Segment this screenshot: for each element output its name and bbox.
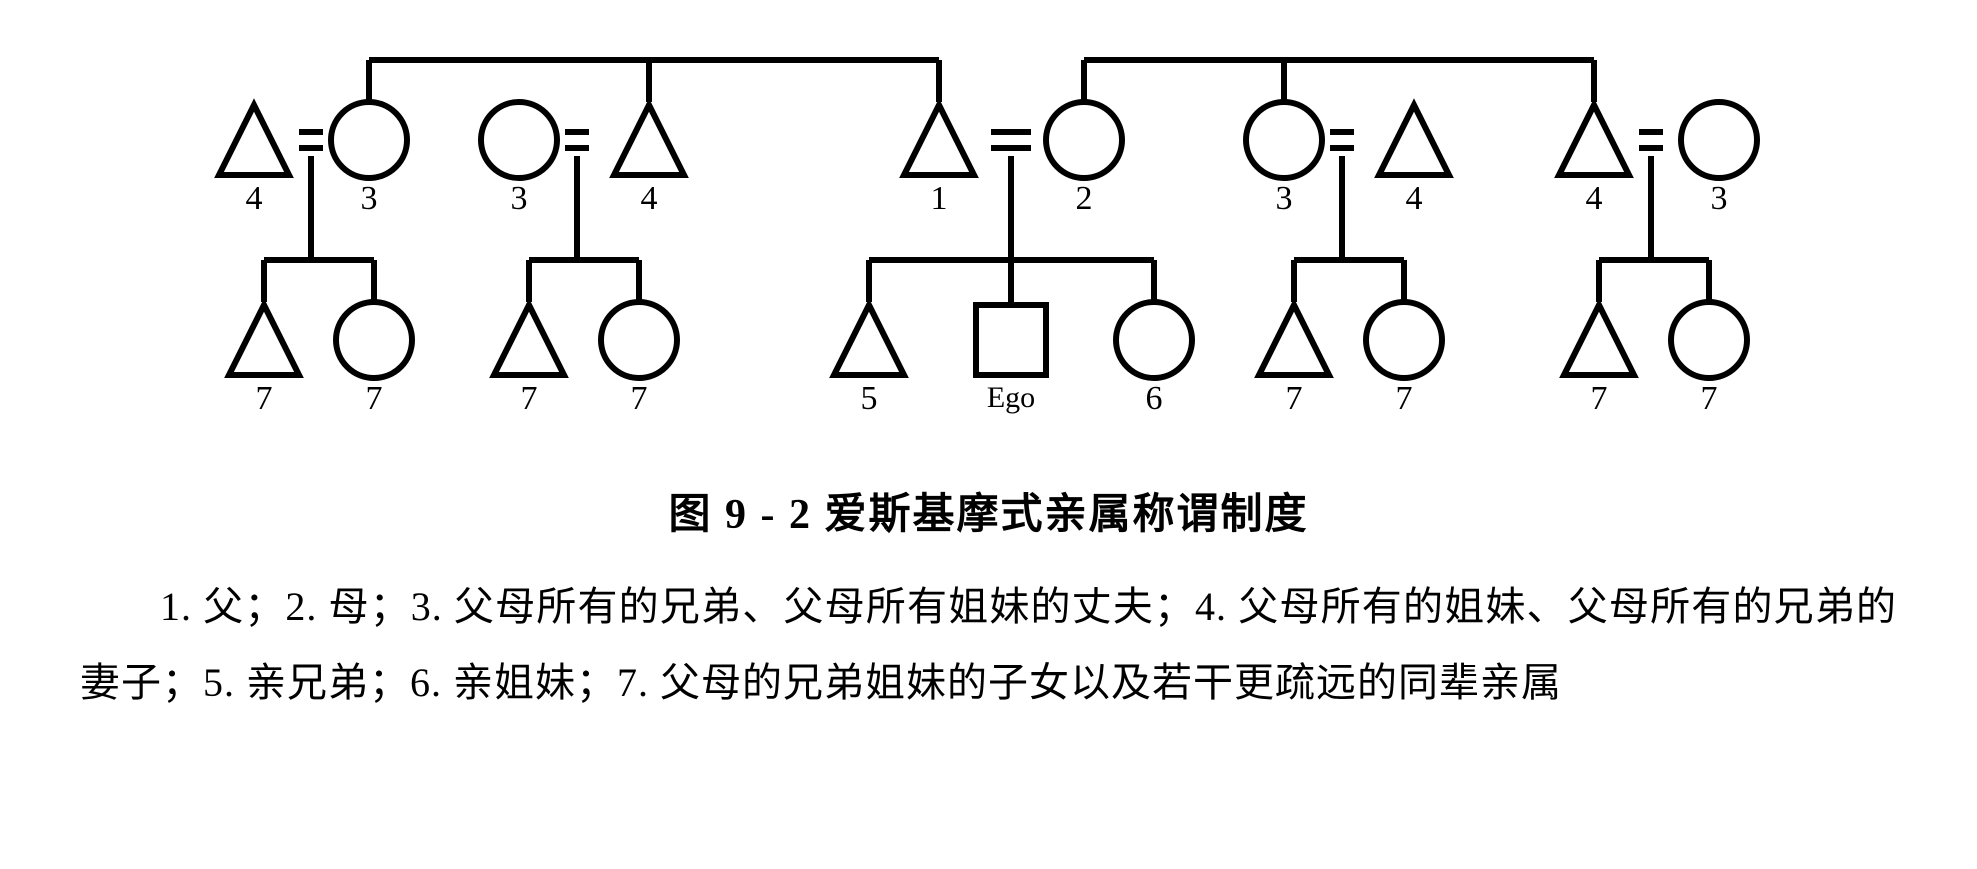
label-child-c5-1: 7: [1590, 380, 1607, 417]
node-ego: [976, 305, 1046, 375]
node-c2-husband: [614, 105, 684, 175]
label-child-c4-2: 7: [1395, 380, 1412, 417]
node-child-c4-2: [1366, 302, 1442, 378]
node-child-c4-1: [1259, 305, 1329, 375]
node-brother: [834, 305, 904, 375]
node-c1-husband: [219, 105, 289, 175]
node-child-c2-2: [601, 302, 677, 378]
marriage-mark-c5: [1639, 132, 1663, 148]
node-c4-husband: [1379, 105, 1449, 175]
marriage-mark-parents: [991, 132, 1031, 148]
node-child-c5-2: [1671, 302, 1747, 378]
figure-caption: 图 9 - 2 爱斯基摩式亲属称谓制度: [80, 480, 1897, 541]
node-mother: [1046, 102, 1122, 178]
label-c5-w: 3: [1710, 180, 1727, 217]
node-c1-wife: [331, 102, 407, 178]
node-child-c1-2: [336, 302, 412, 378]
label-child-c5-2: 7: [1700, 380, 1717, 417]
label-brother: 5: [860, 380, 877, 417]
mother-sibling-rail: [1084, 60, 1594, 102]
father-sibling-rail: [369, 60, 939, 102]
label-sister: 6: [1145, 380, 1162, 417]
label-father: 1: [930, 180, 947, 217]
marriage-mark-c1: [299, 132, 323, 148]
label-c4-w: 3: [1275, 180, 1292, 217]
kinship-diagram: 4 3 3 4 1 2 3 4 4 3 7 7 7 7 5 Ego 6 7 7 …: [109, 30, 1869, 440]
node-child-c1-1: [229, 305, 299, 375]
label-c4-h: 4: [1405, 180, 1422, 217]
label-child-c1-2: 7: [365, 380, 382, 417]
label-c1-w: 3: [360, 180, 377, 217]
label-child-c2-2: 7: [630, 380, 647, 417]
node-father: [904, 105, 974, 175]
label-c1-h: 4: [245, 180, 262, 217]
page-root: 4 3 3 4 1 2 3 4 4 3 7 7 7 7 5 Ego 6 7 7 …: [0, 0, 1977, 869]
legend-text: 1. 父；2. 母；3. 父母所有的兄弟、父母所有姐妹的丈夫；4. 父母所有的姐…: [80, 569, 1897, 721]
label-mother: 2: [1075, 180, 1092, 217]
label-c2-w: 3: [510, 180, 527, 217]
node-c5-wife: [1681, 102, 1757, 178]
label-c5-h: 4: [1585, 180, 1602, 217]
marriage-mark-c2: [565, 132, 589, 148]
kinship-diagram-container: 4 3 3 4 1 2 3 4 4 3 7 7 7 7 5 Ego 6 7 7 …: [80, 30, 1897, 440]
label-child-c2-1: 7: [520, 380, 537, 417]
label-child-c1-1: 7: [255, 380, 272, 417]
node-sister: [1116, 302, 1192, 378]
node-c2-wife: [481, 102, 557, 178]
marriage-mark-c4: [1330, 132, 1354, 148]
node-c5-husband: [1559, 105, 1629, 175]
label-c2-h: 4: [640, 180, 657, 217]
node-c4-wife: [1246, 102, 1322, 178]
label-child-c4-1: 7: [1285, 380, 1302, 417]
label-ego: Ego: [986, 381, 1034, 414]
node-child-c5-1: [1564, 305, 1634, 375]
node-child-c2-1: [494, 305, 564, 375]
